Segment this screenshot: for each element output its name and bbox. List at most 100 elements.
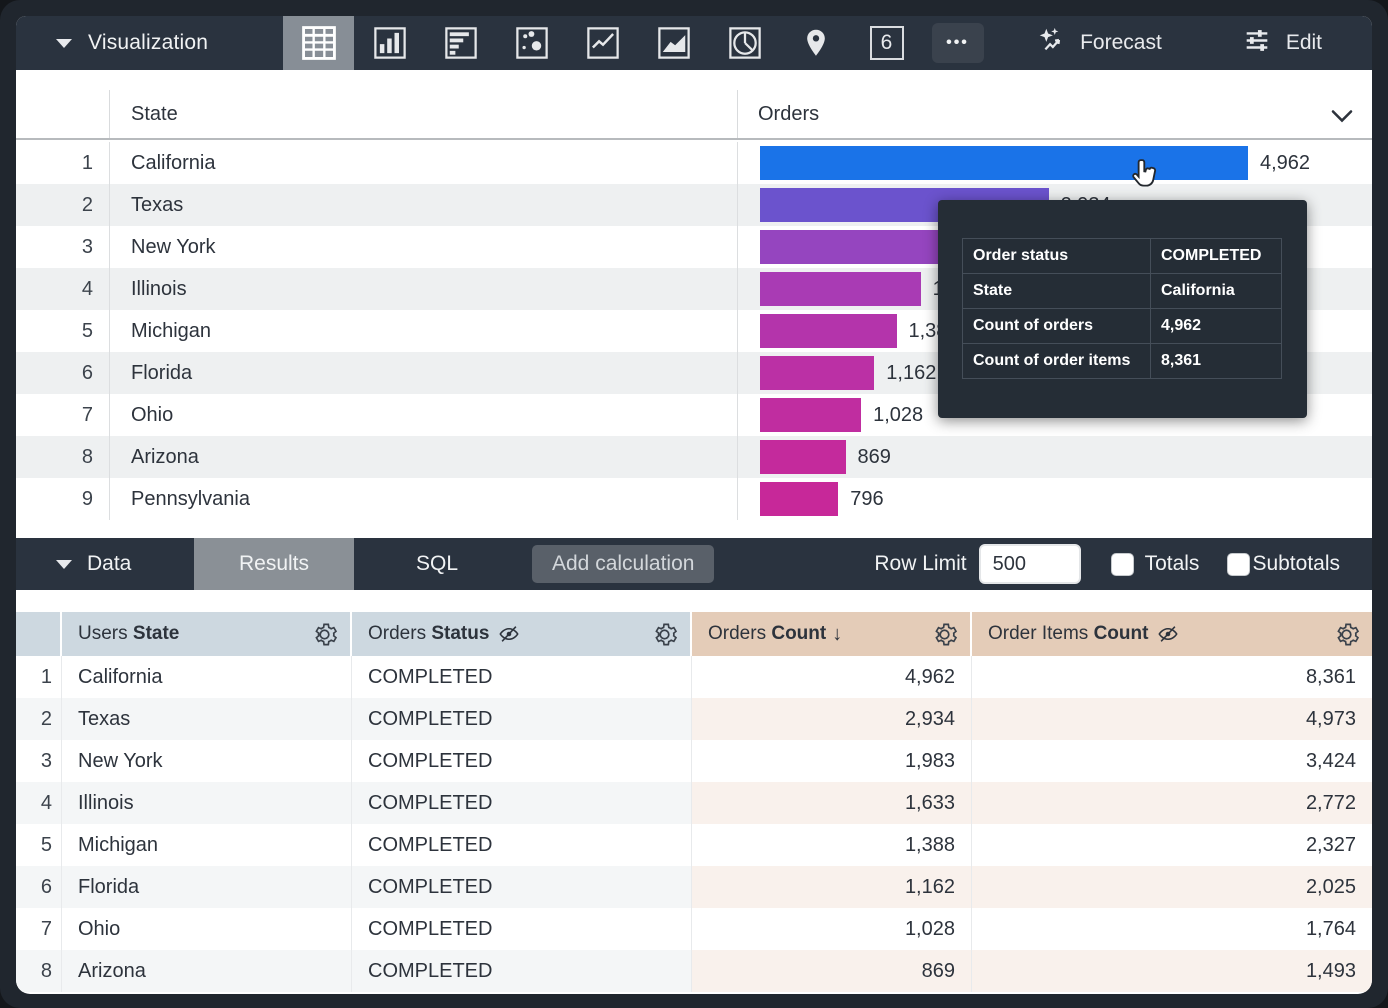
viz-state-cell: Michigan [110, 310, 738, 352]
orders-bar[interactable] [760, 230, 955, 264]
data-row-texas[interactable]: 2 Texas COMPLETED 2,934 4,973 [16, 698, 1372, 740]
column-header-order-items-count[interactable]: Order Items Count [972, 612, 1372, 656]
more-viz-types-icon[interactable]: ••• [922, 16, 993, 70]
gear-icon[interactable] [311, 621, 338, 648]
tooltip-label: Order status [962, 238, 1151, 274]
viz-state-cell: Ohio [110, 394, 738, 436]
column-header-orders-count[interactable]: Orders Count ↓ [692, 612, 972, 656]
tooltip-row: Count of order items 8,361 [962, 343, 1282, 379]
orders-bar-value: 4,962 [1260, 151, 1311, 174]
pie-chart-viz-icon[interactable] [709, 16, 780, 70]
orders-bar[interactable] [760, 146, 1248, 180]
bar-chart-viz-icon[interactable] [425, 16, 496, 70]
hidden-from-viz-icon [498, 623, 520, 645]
single-value-viz-icon[interactable]: 6 [851, 16, 922, 70]
hover-tooltip: Order status COMPLETED State California Coun… [938, 200, 1307, 418]
orders-bar[interactable] [760, 272, 921, 306]
orders-bar-value: 1,162 [886, 361, 937, 384]
column-header-users-state[interactable]: Users State [62, 612, 352, 656]
viz-state-cell: New York [110, 226, 738, 268]
data-title: Data [87, 552, 132, 575]
subtotals-checkbox[interactable] [1227, 552, 1251, 576]
status-cell: COMPLETED [352, 908, 692, 950]
visualization-title: Visualization [88, 31, 209, 54]
edit-label: Edit [1285, 31, 1322, 54]
row-limit-group: Row Limit [874, 544, 1081, 584]
state-cell: Arizona [62, 950, 352, 992]
viz-orders-cell: 869 [738, 436, 1372, 478]
data-row-new-york[interactable]: 3 New York COMPLETED 1,983 3,424 [16, 740, 1372, 782]
state-cell: Michigan [62, 824, 352, 866]
row-number-cell: 1 [16, 656, 62, 698]
viz-state-cell: California [110, 142, 738, 184]
viz-state-cell: Texas [110, 184, 738, 226]
orders-bar[interactable] [760, 482, 839, 516]
orders-header-label: Orders [758, 102, 820, 125]
data-row-arizona[interactable]: 8 Arizona COMPLETED 869 1,493 [16, 950, 1372, 992]
data-table-rows: 1 California COMPLETED 4,962 8,361 2 Texas COMP… [16, 656, 1372, 992]
forecast-button[interactable]: Forecast [1026, 16, 1172, 70]
totals-checkbox[interactable] [1110, 552, 1134, 576]
data-row-california[interactable]: 1 California COMPLETED 4,962 8,361 [16, 656, 1372, 698]
viz-row-number: 4 [16, 268, 110, 310]
row-limit-input[interactable] [978, 544, 1081, 584]
status-cell: COMPLETED [352, 824, 692, 866]
viz-row-number: 3 [16, 226, 110, 268]
orders-bar[interactable] [760, 314, 897, 348]
status-cell: COMPLETED [352, 866, 692, 908]
state-cell: Florida [62, 866, 352, 908]
map-viz-icon[interactable] [780, 16, 851, 70]
visualization-section-toggle[interactable]: Visualization [16, 16, 283, 70]
orders-bar[interactable] [760, 356, 875, 390]
order-items-count-cell: 3,424 [972, 740, 1372, 782]
cursor-hand-icon [1128, 156, 1162, 199]
data-section-toggle[interactable]: Data [16, 552, 194, 576]
tooltip-rows: Order status COMPLETED State California Coun… [962, 238, 1282, 379]
data-toolbar: Data Results SQL Add calculation Row Lim… [16, 538, 1372, 590]
tooltip-row: Order status COMPLETED [962, 238, 1282, 274]
order-items-count-cell: 2,025 [972, 866, 1372, 908]
tooltip-value: COMPLETED [1150, 238, 1282, 274]
order-items-count-cell: 1,493 [972, 950, 1372, 992]
viz-orders-column-header[interactable]: Orders [738, 90, 1372, 138]
gear-icon[interactable] [651, 621, 678, 648]
tooltip-row: Count of orders 4,962 [962, 308, 1282, 344]
scatter-viz-icon[interactable] [496, 16, 567, 70]
status-cell: COMPLETED [352, 782, 692, 824]
edit-button[interactable]: Edit [1232, 16, 1332, 70]
order-items-count-cell: 2,327 [972, 824, 1372, 866]
order-items-count-cell: 1,764 [972, 908, 1372, 950]
tooltip-value: 8,361 [1150, 343, 1282, 379]
tooltip-label: State [962, 273, 1151, 309]
add-calculation-button[interactable]: Add calculation [532, 545, 715, 583]
column-header-orders-status[interactable]: Orders Status [352, 612, 692, 656]
orders-bar[interactable] [760, 440, 846, 474]
gear-icon[interactable] [931, 621, 958, 648]
viz-orders-cell: 796 [738, 478, 1372, 520]
orders-count-cell: 1,633 [692, 782, 972, 824]
line-chart-viz-icon[interactable] [567, 16, 638, 70]
viz-state-cell: Arizona [110, 436, 738, 478]
status-cell: COMPLETED [352, 950, 692, 992]
subtotals-group: Subtotals [1227, 552, 1340, 576]
viz-state-column-header[interactable]: State [110, 90, 738, 138]
tab-sql[interactable]: SQL [415, 552, 459, 575]
data-row-michigan[interactable]: 5 Michigan COMPLETED 1,388 2,327 [16, 824, 1372, 866]
viz-type-icons: 6 ••• [283, 16, 993, 70]
row-number-cell: 2 [16, 698, 62, 740]
chevron-down-icon[interactable] [1330, 107, 1354, 130]
orders-bar[interactable] [760, 398, 862, 432]
data-row-ohio[interactable]: 7 Ohio COMPLETED 1,028 1,764 [16, 908, 1372, 950]
area-chart-viz-icon[interactable] [638, 16, 709, 70]
gear-icon[interactable] [1333, 621, 1360, 648]
subtotals-label: Subtotals [1252, 552, 1340, 575]
orders-count-cell: 869 [692, 950, 972, 992]
column-chart-viz-icon[interactable] [354, 16, 425, 70]
tab-results[interactable]: Results [194, 538, 354, 590]
data-row-florida[interactable]: 6 Florida COMPLETED 1,162 2,025 [16, 866, 1372, 908]
table-viz-icon[interactable] [283, 16, 354, 70]
collapse-triangle-icon [56, 38, 72, 48]
state-cell: Ohio [62, 908, 352, 950]
data-row-illinois[interactable]: 4 Illinois COMPLETED 1,633 2,772 [16, 782, 1372, 824]
